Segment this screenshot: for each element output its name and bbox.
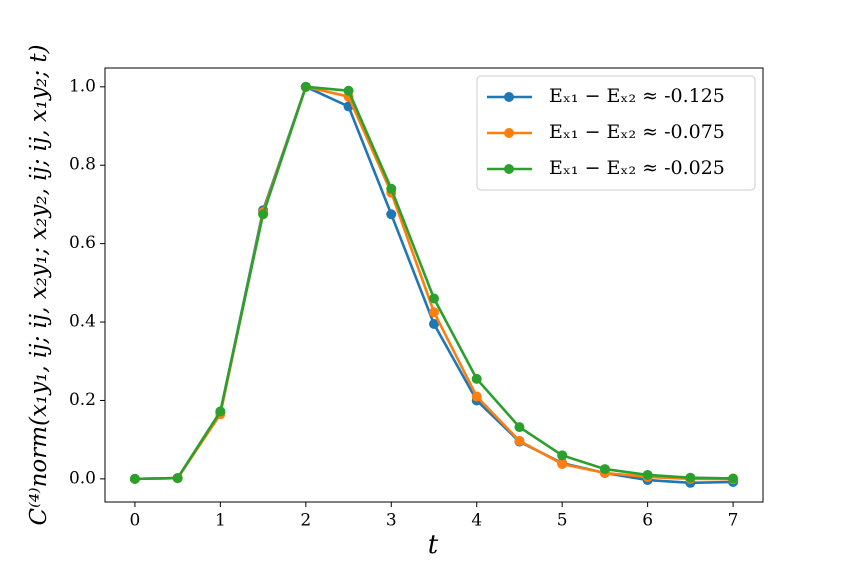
legend-marker	[504, 164, 514, 174]
data-point	[514, 422, 525, 433]
x-tick-label: 2	[300, 511, 311, 531]
x-tick-label: 0	[129, 511, 140, 531]
y-tick-label: 0.4	[69, 312, 96, 332]
data-point	[129, 473, 140, 484]
legend-label: Eₓ₁ − Eₓ₂ ≈ -0.075	[549, 121, 725, 143]
legend-label: Eₓ₁ − Eₓ₂ ≈ -0.025	[549, 157, 725, 179]
data-point	[557, 450, 568, 461]
x-tick-label: 1	[215, 511, 226, 531]
data-point	[642, 469, 653, 480]
data-point	[386, 183, 397, 194]
y-tick-label: 0.6	[69, 233, 96, 253]
x-tick-label: 5	[557, 511, 568, 531]
data-point	[429, 319, 439, 330]
data-point	[429, 293, 439, 304]
data-point	[215, 406, 226, 417]
legend: Eₓ₁ − Eₓ₂ ≈ -0.125 Eₓ₁ − Eₓ₂ ≈ -0.075 Eₓ₁ …	[476, 75, 756, 191]
data-point	[300, 81, 311, 92]
plot-frame	[104, 67, 764, 503]
x-tick-label: 7	[728, 511, 739, 531]
y-axis-label: C⁽⁴⁾norm(x₁y₁, ij; ij, x₂y₁; x₂y₂, ij; i…	[26, 44, 52, 525]
data-point	[471, 373, 482, 384]
data-point	[599, 464, 610, 475]
y-tick-label: 0.8	[69, 155, 96, 175]
data-point	[471, 391, 482, 402]
x-tick-label: 3	[386, 511, 397, 531]
y-tick-label: 0.0	[69, 468, 96, 488]
data-point	[557, 458, 568, 469]
legend-marker	[504, 92, 514, 102]
data-point	[514, 435, 525, 446]
legend-marker	[504, 128, 514, 138]
x-tick-label: 6	[642, 511, 653, 531]
data-point	[172, 473, 183, 484]
legend-box	[476, 75, 756, 191]
data-point	[429, 307, 439, 318]
data-point	[258, 209, 269, 220]
x-axis-label: t	[428, 530, 439, 560]
y-tick-label: 1.0	[69, 76, 96, 96]
data-point	[343, 85, 354, 96]
legend-label: Eₓ₁ − Eₓ₂ ≈ -0.125	[549, 85, 725, 107]
y-tick-label: 0.2	[69, 390, 96, 410]
x-tick-label: 4	[471, 511, 482, 531]
data-point	[728, 473, 739, 484]
data-point	[685, 472, 696, 483]
data-point	[386, 209, 397, 220]
